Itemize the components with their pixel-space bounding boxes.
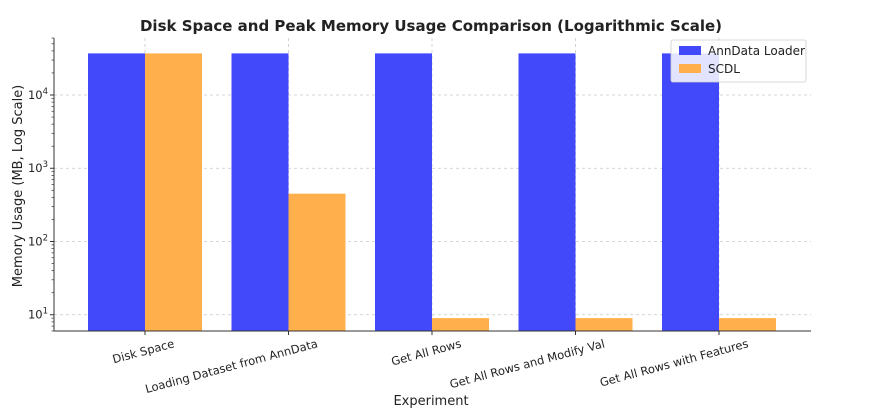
y-tick-label: 103 (28, 160, 48, 175)
legend-swatch-scdl (679, 64, 701, 73)
chart-title: Disk Space and Peak Memory Usage Compari… (140, 17, 722, 35)
y-axis-label: Memory Usage (MB, Log Scale) (11, 85, 26, 288)
y-tick-label: 104 (28, 87, 48, 102)
y-tick-label: 101 (28, 307, 48, 322)
bar-scdl (719, 318, 776, 331)
y-tick-labels: 101 102 103 104 (28, 87, 48, 322)
legend-swatch-anndata-loader (679, 46, 701, 55)
bar-scdl (145, 53, 202, 331)
bar-scdl (432, 318, 489, 331)
y-tick-label: 102 (28, 233, 48, 248)
bar-scdl (288, 193, 346, 331)
bar-anndata-loader (231, 53, 289, 331)
legend: AnnData Loader SCDL (670, 39, 807, 83)
bar-anndata-loader (88, 53, 145, 331)
bar-anndata-loader (662, 53, 719, 331)
legend-frame (670, 39, 807, 83)
bar-anndata-loader (375, 53, 432, 331)
bar-scdl (575, 318, 633, 331)
bar-anndata-loader (518, 53, 576, 331)
x-axis-label: Experiment (393, 394, 468, 409)
legend-label-anndata-loader: AnnData Loader (708, 44, 805, 58)
bars-layer (88, 53, 776, 331)
axes-layer (50, 37, 811, 335)
legend-label-scdl: SCDL (708, 62, 740, 76)
